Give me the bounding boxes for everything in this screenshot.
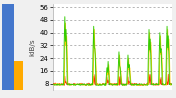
Text: kIB/s: kIB/s bbox=[30, 38, 36, 56]
